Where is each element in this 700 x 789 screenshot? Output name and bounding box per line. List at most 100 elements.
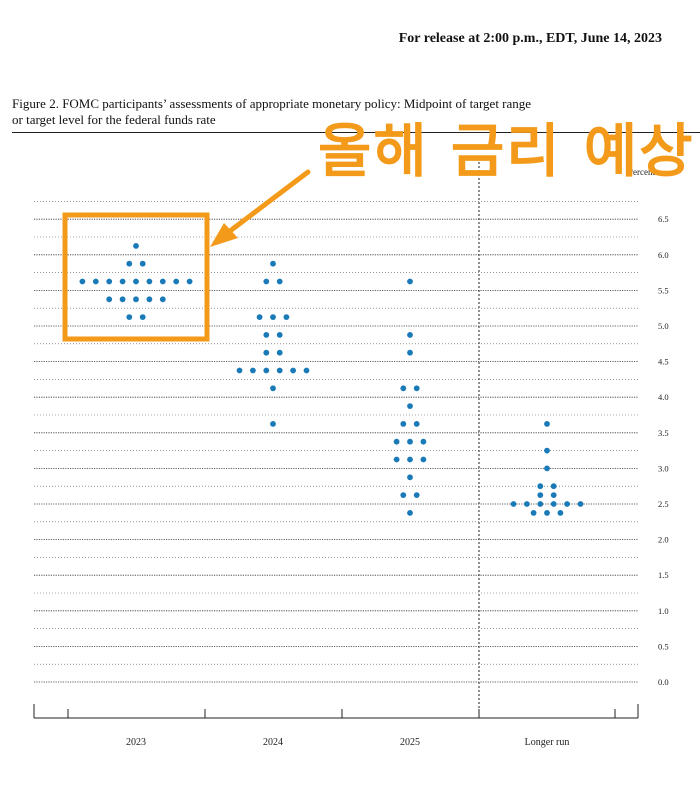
dot-point [407, 474, 413, 481]
dot-point [263, 367, 270, 374]
dot-point [283, 314, 290, 320]
dot-point [119, 278, 126, 285]
highlight-box [62, 212, 210, 342]
dot-point [250, 367, 256, 374]
dots [79, 243, 584, 516]
dot-point [407, 278, 413, 285]
dot-point [263, 332, 270, 338]
dot-point [126, 314, 133, 320]
dot-point [270, 385, 276, 392]
annotation-text: 올해 금리 예상 [318, 117, 695, 185]
unit-label: Percent [628, 167, 655, 177]
dot-point [564, 501, 570, 507]
dot-point [173, 278, 180, 285]
dot-point [139, 314, 146, 320]
dot-point [407, 438, 413, 445]
dot-point [400, 492, 407, 498]
dot-point [276, 349, 283, 356]
dot-point [270, 260, 276, 267]
caption-line-2: or target level for the federal funds ra… [12, 112, 216, 127]
dot-point [407, 456, 413, 463]
y-tick-label: 6.0 [658, 250, 669, 260]
dot-point [413, 385, 420, 392]
dot-point [544, 447, 550, 454]
y-tick-label: 5.0 [658, 321, 669, 331]
dot-point [119, 296, 126, 303]
x-axis [33, 704, 639, 719]
dot-point [407, 349, 413, 356]
grid-lines [34, 201, 638, 683]
dot-point [537, 501, 544, 507]
dot-point [159, 278, 166, 285]
dot-point [530, 510, 537, 516]
dot-point [79, 278, 86, 285]
dot-point [407, 332, 413, 338]
y-tick-label: 1.5 [658, 570, 669, 580]
dot-point [186, 278, 193, 285]
x-tick-label: Longer run [525, 737, 570, 748]
y-tick-label: 5.5 [658, 285, 669, 295]
dot-point [139, 260, 146, 267]
dot-point [290, 367, 296, 374]
dot-point [133, 296, 139, 303]
y-tick-label: 4.5 [658, 357, 669, 367]
dot-point [413, 492, 420, 498]
caption-rule [12, 132, 700, 133]
dot-point [256, 314, 263, 320]
dot-point [236, 367, 243, 374]
y-tick-label: 3.5 [658, 428, 669, 438]
dot-point [550, 501, 557, 507]
y-tick-label: 0.0 [658, 677, 669, 687]
figure-caption: Figure 2. FOMC participants’ assessments… [12, 96, 672, 128]
y-tick-label: 1.0 [658, 606, 669, 616]
y-tick-label: 2.5 [658, 499, 669, 509]
dot-point [537, 483, 544, 490]
dot-point [537, 492, 544, 498]
x-tick-label: 2024 [263, 737, 283, 748]
dot-point [407, 510, 413, 516]
dot-point [106, 278, 113, 285]
dot-point [420, 438, 427, 445]
dot-point [510, 501, 517, 507]
dot-point [420, 456, 427, 463]
y-tick-label: 4.0 [658, 392, 669, 402]
dot-point [276, 367, 283, 374]
release-note: For release at 2:00 p.m., EDT, June 14, … [398, 31, 662, 46]
dot-point [270, 421, 276, 427]
dot-point [393, 438, 400, 445]
dot-point [133, 243, 139, 249]
dot-point [557, 510, 564, 516]
dot-point [413, 421, 420, 427]
dot-point [407, 403, 413, 409]
dot-point [146, 278, 153, 285]
dot-point [92, 278, 99, 285]
dot-point [270, 314, 276, 320]
dot-point [544, 465, 550, 472]
dot-point [577, 501, 584, 507]
x-tick-labels: 2023 2024 2025 Longer run [126, 737, 569, 748]
dot-point [106, 296, 113, 303]
dot-point [400, 421, 407, 427]
dot-point [303, 367, 310, 374]
x-tick-label: 2023 [126, 737, 146, 748]
dot-point [159, 296, 166, 303]
dot-point [263, 278, 270, 285]
y-tick-labels: 6.5 6.0 5.5 5.0 4.5 4.0 3.5 3.0 2.5 2.0 1.5 1.0 0.5 0… [658, 214, 669, 687]
dot-point [276, 278, 283, 285]
dot-point [126, 260, 133, 267]
arrow [210, 169, 311, 247]
dot-point [550, 483, 557, 490]
x-tick-label: 2025 [400, 737, 420, 748]
dot-point [544, 421, 550, 427]
y-tick-label: 2.0 [658, 535, 669, 545]
dot-point [133, 278, 139, 285]
dot-point [393, 456, 400, 463]
y-tick-label: 3.0 [658, 463, 669, 473]
y-tick-label: 6.5 [658, 214, 669, 224]
caption-line-1: Figure 2. FOMC participants’ assessments… [12, 96, 532, 111]
y-tick-label: 0.5 [658, 641, 669, 651]
dot-point [550, 492, 557, 498]
dot-point [400, 385, 407, 392]
dot-point [146, 296, 153, 303]
